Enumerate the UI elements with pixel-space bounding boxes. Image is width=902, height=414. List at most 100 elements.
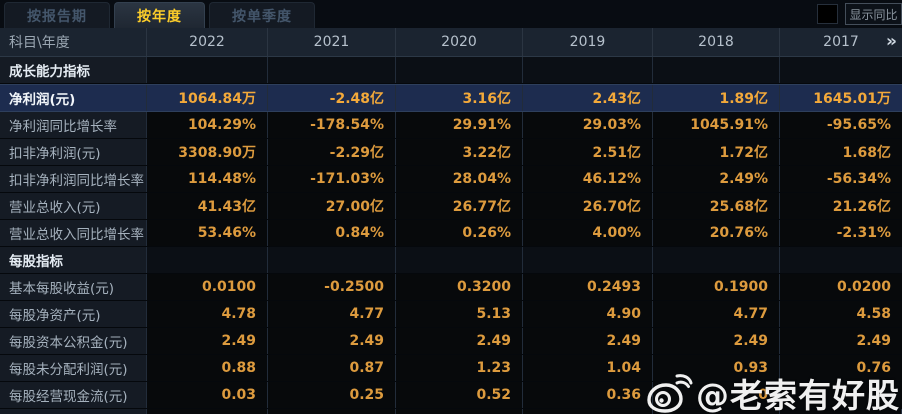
row-value: -2.48亿 (268, 85, 396, 111)
table-row[interactable]: 净利润同比增长率 104.29% -178.54% 29.91% 29.03% … (0, 112, 902, 139)
table-row[interactable]: 净利润(元) 1064.84万 -2.48亿 3.16亿 2.43亿 1.89亿… (0, 84, 902, 112)
period-tabbar: 按报告期 按年度 按单季度 显示同比 (0, 0, 902, 28)
row-value: 0.2493 (523, 274, 653, 300)
row-value: 0.76 (780, 355, 902, 381)
row-value: 0 (653, 382, 780, 408)
row-value: -178.54% (268, 112, 396, 138)
row-value (780, 382, 902, 408)
row-value (653, 247, 780, 273)
row-value: 0.25 (268, 382, 396, 408)
table-row[interactable]: 基本每股收益(元) 0.0100 -0.2500 0.3200 0.2493 0… (0, 274, 902, 301)
row-value: 29.91% (396, 112, 523, 138)
show-yoy-button[interactable]: 显示同比 (845, 3, 902, 25)
row-value: 2.49 (147, 328, 268, 354)
row-value: 2.49 (268, 328, 396, 354)
row-value (523, 247, 653, 273)
row-value: 4.00% (523, 220, 653, 246)
table-row[interactable]: 每股未分配利润(元) 0.88 0.87 1.23 1.04 0.93 0.76 (0, 355, 902, 382)
row-value: 46.12% (523, 166, 653, 192)
row-value: 26.70亿 (523, 193, 653, 219)
table-header-row: 科目\年度 2022 2021 2020 2019 2018 2017 » (0, 28, 902, 57)
row-value: 4.77 (268, 301, 396, 327)
row-value: 28.04% (396, 166, 523, 192)
year-column-header[interactable]: 2018 (653, 28, 780, 56)
table-row[interactable]: 营业总收入(元) 41.43亿 27.00亿 26.77亿 26.70亿 25.… (0, 193, 902, 220)
row-value: 2.43亿 (523, 85, 653, 111)
row-label: 每股净资产(元) (0, 301, 147, 327)
row-value: 2.49 (396, 328, 523, 354)
row-value: 0.84% (268, 220, 396, 246)
row-value: 2.49 (523, 328, 653, 354)
table-row[interactable]: 每股指标 (0, 247, 902, 274)
row-value (780, 57, 902, 83)
row-value (780, 247, 902, 273)
row-value: 3.16亿 (396, 85, 523, 111)
row-label: 成长能力指标 (0, 57, 147, 83)
table-row[interactable]: 扣非净利润同比增长率 114.48% -171.03% 28.04% 46.12… (0, 166, 902, 193)
row-value: 1.04 (523, 355, 653, 381)
table-row[interactable]: 每股资本公积金(元) 2.49 2.49 2.49 2.49 2.49 2.49 (0, 328, 902, 355)
row-value (268, 57, 396, 83)
row-value: 1.72亿 (653, 139, 780, 165)
scroll-more-years-icon[interactable]: » (886, 31, 897, 52)
row-label: 基本每股收益(元) (0, 274, 147, 300)
year-column-label: 2017 (823, 34, 859, 50)
row-value: 0.36 (523, 382, 653, 408)
row-label: 每股经营现金流(元) (0, 382, 147, 408)
show-yoy-checkbox[interactable] (817, 4, 838, 24)
row-value: 2.51亿 (523, 139, 653, 165)
row-value: 0.87 (268, 355, 396, 381)
row-value: -0.2500 (268, 274, 396, 300)
table-body: 成长能力指标 净利润(元) 1064.84万 -2.48亿 3.16亿 2.43… (0, 57, 902, 409)
year-column-header[interactable]: 2017 » (780, 28, 902, 56)
table-row[interactable]: 每股经营现金流(元) 0.03 0.25 0.52 0.36 0 (0, 382, 902, 409)
table-row[interactable]: 成长能力指标 (0, 57, 902, 84)
row-label: 每股未分配利润(元) (0, 355, 147, 381)
year-column-header[interactable]: 2021 (268, 28, 396, 56)
tab-by-year[interactable]: 按年度 (114, 2, 205, 28)
row-value: 21.26亿 (780, 193, 902, 219)
row-value: 5.13 (396, 301, 523, 327)
row-label: 每股指标 (0, 247, 147, 273)
row-value (396, 247, 523, 273)
year-column-header[interactable]: 2022 (147, 28, 268, 56)
row-value: 1.23 (396, 355, 523, 381)
table-row[interactable]: 扣非净利润(元) 3308.90万 -2.29亿 3.22亿 2.51亿 1.7… (0, 139, 902, 166)
row-value: 29.03% (523, 112, 653, 138)
row-label: 扣非净利润同比增长率 (0, 166, 147, 192)
row-value: 4.90 (523, 301, 653, 327)
year-column-header[interactable]: 2020 (396, 28, 523, 56)
tab-by-quarter[interactable]: 按单季度 (209, 2, 315, 28)
row-value: 26.77亿 (396, 193, 523, 219)
tab-by-report-period[interactable]: 按报告期 (4, 2, 110, 28)
corner-header: 科目\年度 (0, 28, 147, 56)
row-value: 4.77 (653, 301, 780, 327)
row-value: 2.49% (653, 166, 780, 192)
row-value: 0.88 (147, 355, 268, 381)
row-value: -2.31% (780, 220, 902, 246)
row-label: 净利润(元) (0, 85, 147, 111)
row-value (147, 247, 268, 273)
year-column-header[interactable]: 2019 (523, 28, 653, 56)
row-value (396, 57, 523, 83)
table-row[interactable]: 每股净资产(元) 4.78 4.77 5.13 4.90 4.77 4.58 (0, 301, 902, 328)
row-value: 1645.01万 (780, 85, 902, 111)
row-value: 1.89亿 (653, 85, 780, 111)
row-value: 1064.84万 (147, 85, 268, 111)
row-value: 53.46% (147, 220, 268, 246)
row-value: -56.34% (780, 166, 902, 192)
table-row[interactable]: 营业总收入同比增长率 53.46% 0.84% 0.26% 4.00% 20.7… (0, 220, 902, 247)
row-value: 0.0200 (780, 274, 902, 300)
row-value: -2.29亿 (268, 139, 396, 165)
row-value (147, 57, 268, 83)
row-value: 2.49 (653, 328, 780, 354)
row-value: 1.68亿 (780, 139, 902, 165)
row-value: 0.3200 (396, 274, 523, 300)
row-value: 2.49 (780, 328, 902, 354)
row-value: 0.52 (396, 382, 523, 408)
row-value: 1045.91% (653, 112, 780, 138)
row-value: 0.93 (653, 355, 780, 381)
row-value: 114.48% (147, 166, 268, 192)
row-value (268, 247, 396, 273)
